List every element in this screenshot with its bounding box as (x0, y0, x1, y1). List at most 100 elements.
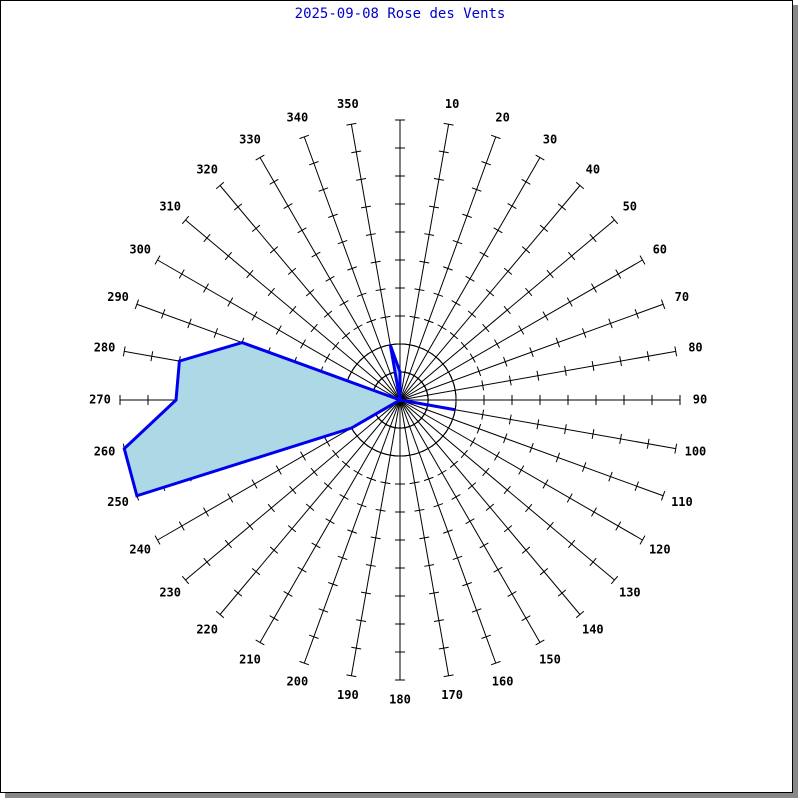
tick-mark (503, 525, 513, 533)
tick-mark (356, 178, 367, 181)
tick-mark (283, 203, 293, 209)
tick-mark (224, 539, 233, 549)
tick-mark (359, 353, 369, 361)
tick-mark (424, 233, 435, 236)
tick-mark (339, 494, 349, 500)
tick-mark (375, 345, 386, 350)
tick-mark (482, 323, 490, 333)
tick-mark (134, 299, 140, 310)
angle-label: 100 (685, 445, 707, 459)
tick-mark (351, 646, 362, 650)
angle-label: 310 (159, 200, 181, 214)
tick-mark (589, 557, 597, 567)
tick-mark (414, 288, 425, 292)
tick-mark (423, 318, 434, 324)
tick-mark (370, 260, 381, 264)
tick-mark (370, 536, 381, 540)
tick-mark (203, 233, 211, 243)
tick-mark (283, 591, 293, 597)
tick-mark (471, 608, 482, 613)
tick-mark (465, 518, 475, 525)
tick-mark (311, 251, 321, 258)
tick-mark (539, 567, 549, 576)
tick-mark (347, 529, 357, 534)
tick-mark (443, 122, 454, 126)
tick-mark (575, 610, 585, 619)
tick-mark (339, 300, 349, 306)
tick-mark (419, 536, 430, 540)
angle-label: 270 (89, 393, 111, 407)
tick-mark (494, 339, 500, 349)
tick-mark (246, 521, 254, 531)
angle-label: 220 (196, 622, 218, 636)
tick-mark (493, 566, 503, 573)
angle-label: 330 (239, 133, 261, 147)
tick-mark (591, 429, 595, 440)
tick-mark (178, 269, 185, 279)
tick-mark (328, 581, 338, 587)
tick-mark (503, 356, 508, 367)
tick-mark (581, 328, 587, 338)
tick-mark (508, 375, 512, 386)
tick-mark (485, 289, 495, 297)
angle-label: 10 (445, 97, 459, 111)
tick-mark (490, 660, 501, 666)
tick-mark (356, 292, 367, 297)
tick-mark (353, 431, 361, 441)
tick-mark (289, 485, 297, 495)
tick-mark (479, 251, 489, 258)
tick-mark (518, 465, 525, 475)
tick-mark (380, 481, 391, 485)
tick-mark (431, 439, 441, 447)
tick-mark (443, 674, 454, 678)
tick-mark (660, 299, 666, 310)
tick-mark (453, 385, 457, 396)
tick-mark (439, 359, 447, 369)
tick-mark (452, 239, 463, 245)
tick-mark (433, 178, 444, 181)
tick-mark (674, 346, 678, 357)
tick-mark (346, 674, 357, 678)
tick-mark (481, 161, 492, 166)
tick-mark (359, 439, 369, 447)
tick-mark (375, 450, 386, 455)
tick-mark (462, 213, 472, 219)
tick-mark (297, 566, 307, 573)
tick-mark (346, 122, 357, 126)
tick-mark (449, 332, 459, 340)
tick-mark (380, 315, 391, 319)
tick-mark (353, 324, 363, 331)
tick-mark (423, 348, 433, 355)
tick-mark (451, 300, 461, 306)
tick-mark (269, 246, 279, 254)
tick-mark (646, 351, 650, 362)
tick-mark (485, 503, 495, 511)
tick-mark (375, 288, 386, 292)
angle-label: 120 (649, 543, 671, 557)
tick-mark (246, 269, 254, 279)
tick-mark (423, 476, 434, 482)
tick-mark (608, 471, 613, 482)
angle-label: 180 (389, 693, 411, 707)
tick-mark (178, 521, 185, 531)
angle-label: 190 (337, 688, 359, 702)
tick-mark (150, 351, 154, 362)
tick-mark (366, 318, 377, 324)
tick-mark (479, 542, 489, 549)
tick-mark (404, 343, 415, 347)
tick-mark (233, 203, 243, 211)
angle-label: 70 (675, 290, 689, 304)
angle-label: 210 (239, 652, 261, 666)
tick-mark (267, 287, 275, 297)
tick-mark (367, 445, 377, 452)
tick-mark (449, 460, 459, 468)
tick-mark (591, 283, 597, 293)
tick-mark (299, 134, 310, 140)
tick-mark (525, 503, 533, 513)
tick-mark (608, 318, 613, 329)
tick-mark (529, 347, 534, 357)
tick-mark (227, 493, 234, 503)
tick-mark (360, 205, 371, 209)
